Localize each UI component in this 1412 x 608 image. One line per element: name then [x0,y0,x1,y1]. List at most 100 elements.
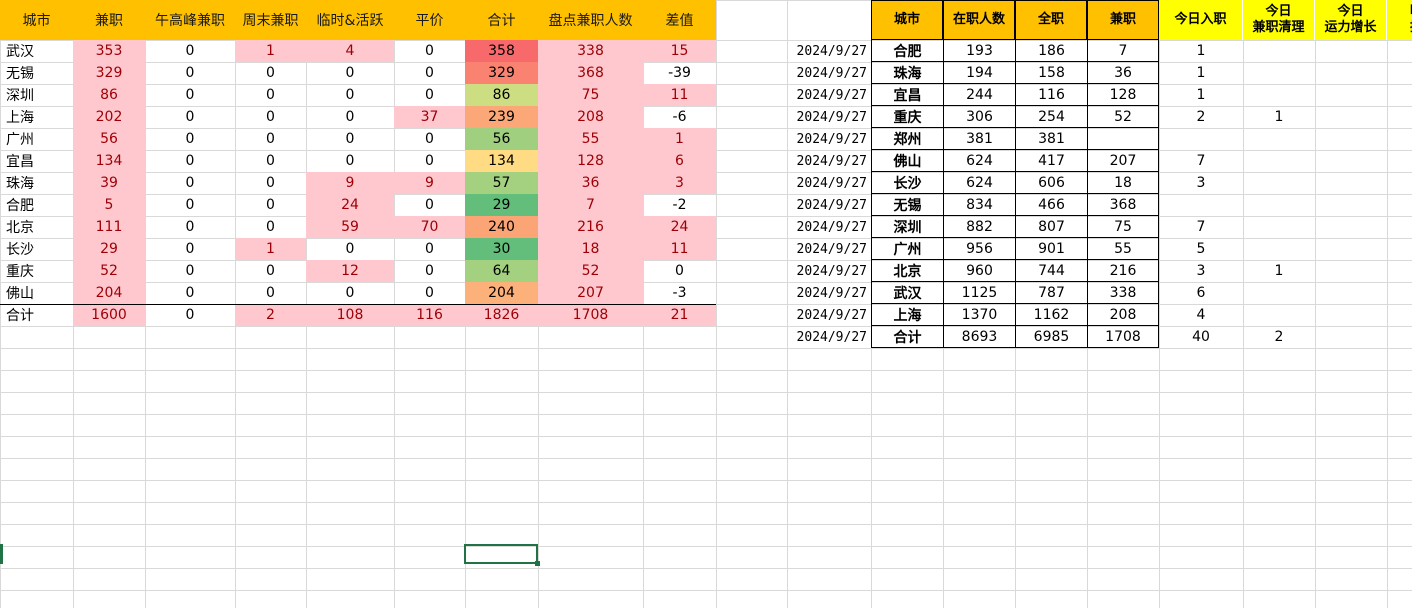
right-row-part-cell[interactable]: 36 [1087,62,1159,84]
row-flat-cell[interactable]: 37 [394,106,465,128]
right-row-onjob-cell[interactable]: 1125 [943,282,1015,304]
fill-handle[interactable] [535,561,540,566]
row-temp-cell[interactable]: 0 [345,241,355,257]
right-header-5[interactable]: 今日 兼职清理 [1243,0,1315,40]
row-diff-cell[interactable]: -39 [668,65,691,81]
right-row-onjob-cell[interactable]: 194 [943,62,1015,84]
total-flat-cell[interactable]: 116 [394,304,465,326]
right-row-part-cell[interactable]: 52 [1087,106,1159,128]
row-temp-cell[interactable]: 59 [306,216,394,238]
total-weekend-cell[interactable]: 2 [235,304,306,326]
row-total-cell[interactable]: 134 [465,150,538,172]
selected-cell[interactable] [464,544,538,564]
row-count-cell[interactable]: 208 [538,106,643,128]
row-city-cell[interactable]: 宜昌 [6,154,34,170]
right-row-clear-cell[interactable] [1243,84,1315,106]
row-weekend-cell[interactable]: 0 [266,219,275,235]
right-row-full-cell[interactable]: 606 [1015,172,1087,194]
row-weekend-cell[interactable]: 0 [266,175,275,191]
right-row-date-cell[interactable]: 2024/9/27 [796,329,867,345]
right-row-date-cell[interactable]: 2024/9/27 [796,65,867,81]
row-flat-cell[interactable]: 9 [394,172,465,194]
right-row-growth-cell[interactable] [1315,84,1387,106]
left-header-count[interactable]: 盘点兼职人数 [538,0,643,40]
right-row-onjob-cell[interactable]: 624 [943,172,1015,194]
row-diff-cell[interactable]: 1 [643,128,716,150]
row-total-cell[interactable]: 239 [465,106,538,128]
right-row-join-cell[interactable]: 6 [1196,285,1206,301]
row-diff-cell[interactable]: -3 [672,285,687,301]
row-flat-cell[interactable]: 0 [425,43,434,59]
total-count-cell[interactable]: 1708 [538,304,643,326]
left-header-temp[interactable]: 临时&活跃 [306,0,394,40]
row-temp-cell[interactable]: 4 [306,40,394,62]
right-row-city-cell[interactable]: 珠海 [871,62,943,84]
row-city-cell[interactable]: 武汉 [6,44,34,60]
right-row-part-cell[interactable]: 207 [1087,150,1159,172]
right-row-full-cell[interactable]: 1162 [1015,304,1087,326]
right-row-part-cell[interactable]: 18 [1087,172,1159,194]
row-total-cell[interactable]: 358 [465,40,538,62]
row-count-cell[interactable]: 7 [538,194,643,216]
right-row-city-cell[interactable]: 佛山 [871,150,943,172]
row-total-cell[interactable]: 64 [465,260,538,282]
row-temp-cell[interactable]: 9 [306,172,394,194]
row-temp-cell[interactable]: 24 [306,194,394,216]
row-noon-cell[interactable]: 0 [185,65,195,81]
row-weekend-cell[interactable]: 1 [235,238,306,260]
row-flat-cell[interactable]: 0 [425,65,434,81]
row-parttime-cell[interactable]: 353 [73,40,145,62]
right-row-part-cell[interactable]: 128 [1087,84,1159,106]
right-row-join-cell[interactable]: 1 [1196,87,1206,103]
right-row-city-cell[interactable]: 合肥 [871,40,943,62]
row-noon-cell[interactable]: 0 [185,131,195,147]
row-diff-cell[interactable]: 3 [643,172,716,194]
right-row-join-cell[interactable]: 2 [1196,109,1206,125]
row-flat-cell[interactable]: 0 [425,131,434,147]
row-city-cell[interactable]: 北京 [6,220,34,236]
right-row-onjob-cell[interactable]: 1370 [943,304,1015,326]
right-row-growth-cell[interactable] [1315,150,1387,172]
right-row-full-cell[interactable]: 381 [1015,128,1087,150]
row-flat-cell[interactable]: 0 [425,87,434,103]
right-row-full-cell[interactable]: 466 [1015,194,1087,216]
right-row-full-cell[interactable]: 6985 [1015,326,1087,348]
right-row-date-cell[interactable]: 2024/9/27 [796,109,867,125]
right-row-date-cell[interactable]: 2024/9/27 [796,219,867,235]
row-flat-cell[interactable]: 0 [425,197,434,213]
row-temp-cell[interactable]: 0 [345,109,355,125]
right-row-full-cell[interactable]: 186 [1015,40,1087,62]
row-total-cell[interactable]: 30 [465,238,538,260]
left-header-flat[interactable]: 平价 [394,0,465,40]
row-temp-cell[interactable]: 0 [345,131,355,147]
row-count-cell[interactable]: 368 [538,62,643,84]
right-row-full-cell[interactable]: 116 [1015,84,1087,106]
row-total-cell[interactable]: 204 [465,282,538,304]
row-total-cell[interactable]: 86 [465,84,538,106]
right-row-part-cell[interactable]: 55 [1087,238,1159,260]
row-noon-cell[interactable]: 0 [185,219,195,235]
row-city-cell[interactable]: 珠海 [6,176,34,192]
row-city-cell[interactable]: 合肥 [6,198,34,214]
right-row-city-cell[interactable]: 深圳 [871,216,943,238]
right-row-full-cell[interactable]: 254 [1015,106,1087,128]
row-count-cell[interactable]: 75 [538,84,643,106]
row-weekend-cell[interactable]: 0 [266,263,275,279]
row-temp-cell[interactable]: 0 [345,65,355,81]
right-row-date-cell[interactable]: 2024/9/27 [796,87,867,103]
row-parttime-cell[interactable]: 86 [73,84,145,106]
right-row-full-cell[interactable]: 417 [1015,150,1087,172]
row-parttime-cell[interactable]: 29 [73,238,145,260]
right-row-part-cell[interactable] [1087,128,1159,150]
right-header-4[interactable]: 今日入职 [1159,0,1243,40]
right-row-onjob-cell[interactable]: 960 [943,260,1015,282]
row-flat-cell[interactable]: 0 [425,285,434,301]
row-noon-cell[interactable]: 0 [185,175,195,191]
right-row-date-cell[interactable]: 2024/9/27 [796,153,867,169]
row-temp-cell[interactable]: 0 [345,87,355,103]
right-row-part-cell[interactable]: 368 [1087,194,1159,216]
row-parttime-cell[interactable]: 111 [73,216,145,238]
left-header-noon[interactable]: 午高峰兼职 [145,0,235,40]
right-row-onjob-cell[interactable]: 8693 [943,326,1015,348]
total-noon-cell[interactable]: 0 [185,307,195,323]
